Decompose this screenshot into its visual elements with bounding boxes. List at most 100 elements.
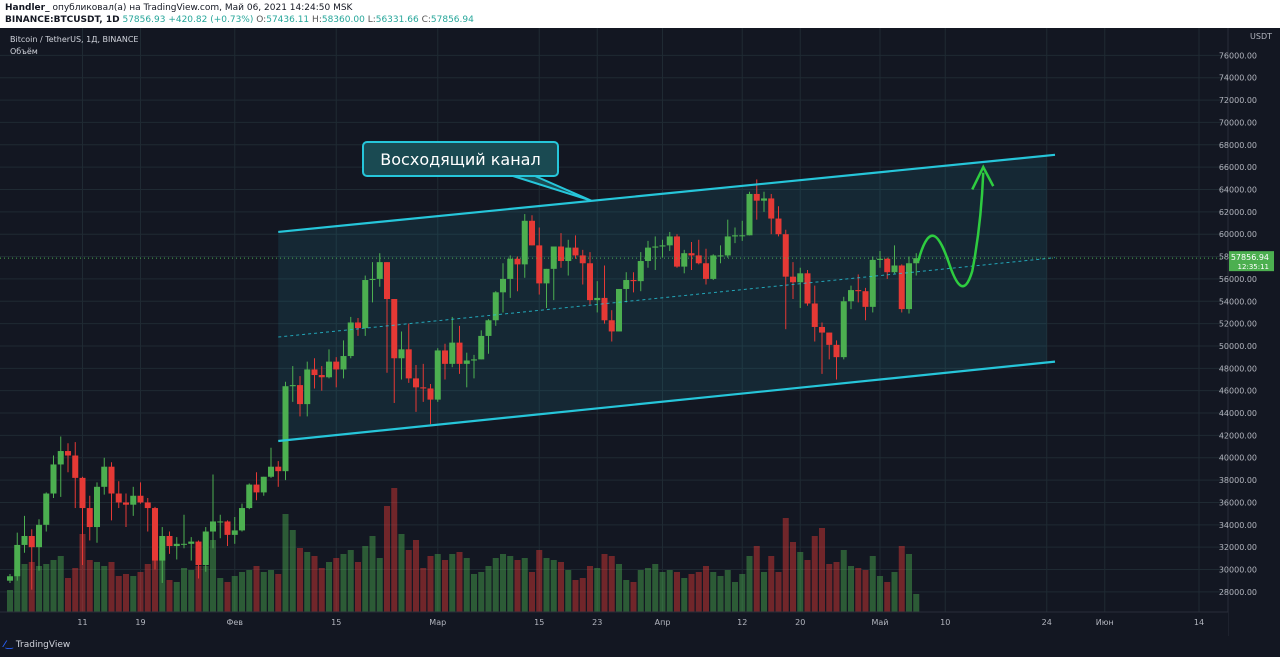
candle-body bbox=[753, 193, 760, 201]
candle-body bbox=[108, 466, 115, 494]
candle bbox=[311, 358, 318, 389]
candle-body bbox=[674, 236, 680, 267]
volume-bar bbox=[775, 572, 782, 612]
volume-bar bbox=[797, 552, 804, 612]
volume-bar bbox=[434, 554, 441, 612]
candle-body bbox=[666, 236, 673, 246]
volume-bar bbox=[398, 534, 405, 612]
volume-bar bbox=[492, 558, 499, 612]
candle-body bbox=[449, 342, 456, 364]
volume-bar bbox=[579, 578, 586, 612]
candle bbox=[913, 253, 920, 276]
candle-body bbox=[326, 361, 332, 378]
candle-body bbox=[645, 247, 651, 262]
candle-body bbox=[652, 246, 659, 248]
candle bbox=[50, 455, 57, 498]
price-tick-label: 66000.00 bbox=[1219, 163, 1257, 172]
volume-bar bbox=[115, 576, 122, 612]
price-tick-label: 54000.00 bbox=[1219, 297, 1257, 306]
price-tick-label: 34000.00 bbox=[1219, 521, 1257, 530]
volume-bar bbox=[166, 580, 173, 612]
price-tick-label: 74000.00 bbox=[1219, 74, 1257, 83]
candle bbox=[362, 275, 369, 336]
symbol-label: BINANCE:BTCUSDT, 1D bbox=[5, 15, 120, 25]
candle bbox=[420, 363, 427, 402]
candle bbox=[398, 331, 405, 380]
volume-bar bbox=[782, 518, 789, 612]
legend-symbol: Bitcoin / TetherUS, 1Д, BINANCE bbox=[10, 35, 138, 44]
volume-bar bbox=[362, 546, 369, 612]
candle-body bbox=[318, 375, 325, 378]
candle-body bbox=[79, 477, 86, 509]
candle bbox=[14, 532, 21, 581]
candle-body bbox=[724, 236, 731, 256]
price-chart[interactable]: Восходящий канал 28000.00 30000.00 32000.00… bbox=[0, 28, 1280, 636]
candle bbox=[369, 262, 376, 303]
price-tick-label: 62000.00 bbox=[1219, 208, 1257, 217]
volume-bar bbox=[144, 564, 151, 612]
candle bbox=[811, 285, 818, 342]
price-tick-label: 48000.00 bbox=[1219, 364, 1257, 373]
candle-body bbox=[420, 387, 427, 389]
tradingview-logo[interactable]: ⁄‿ TradingView bbox=[4, 640, 70, 650]
volume-bar bbox=[217, 578, 224, 612]
candle-body bbox=[282, 386, 289, 472]
candle bbox=[703, 248, 709, 285]
volume-bar bbox=[659, 572, 666, 612]
candle-body bbox=[253, 484, 260, 493]
candle-body bbox=[790, 276, 796, 283]
candle bbox=[188, 537, 195, 561]
author-name[interactable]: Handler_ bbox=[5, 3, 50, 13]
candle-body bbox=[913, 258, 920, 264]
candle bbox=[181, 514, 187, 549]
volume-bar bbox=[210, 540, 216, 612]
candle bbox=[746, 191, 753, 236]
candle bbox=[724, 219, 731, 258]
forecast-arrowhead bbox=[971, 164, 995, 191]
price-tick-label: 56000.00 bbox=[1219, 275, 1257, 284]
volume-bar bbox=[405, 550, 412, 612]
volume-bar bbox=[724, 570, 731, 612]
candle-body bbox=[456, 342, 463, 364]
candle-body bbox=[478, 335, 485, 360]
candle bbox=[449, 316, 456, 368]
volume-bar bbox=[478, 572, 485, 612]
candle-body bbox=[906, 263, 912, 310]
volume-bar bbox=[108, 562, 115, 612]
candle bbox=[840, 296, 847, 360]
volume-bar bbox=[507, 556, 514, 612]
volume-bar bbox=[188, 570, 195, 612]
candle-body bbox=[703, 263, 709, 279]
candle-body bbox=[413, 378, 419, 388]
candle-body bbox=[594, 297, 601, 301]
candle-body bbox=[782, 234, 789, 277]
candle bbox=[797, 267, 804, 308]
volume-bar bbox=[811, 536, 818, 612]
candle-body bbox=[398, 349, 405, 359]
candle-body bbox=[268, 466, 274, 477]
candle bbox=[152, 506, 158, 570]
volume-bar bbox=[703, 566, 709, 612]
volume-bar bbox=[884, 582, 891, 612]
candle-body bbox=[36, 524, 42, 548]
volume-bar bbox=[666, 570, 673, 612]
volume-bar bbox=[449, 554, 456, 612]
candle bbox=[123, 493, 129, 528]
candle-body bbox=[695, 255, 702, 264]
candle bbox=[72, 442, 79, 509]
candle-body bbox=[732, 235, 738, 237]
channel-lower-line bbox=[278, 360, 1056, 443]
price-tick-label: 52000.00 bbox=[1219, 320, 1257, 329]
volume-bar bbox=[862, 570, 869, 612]
volume-bar bbox=[289, 530, 296, 612]
candle bbox=[275, 461, 282, 487]
callout-pointer bbox=[512, 175, 592, 202]
candle bbox=[115, 481, 122, 509]
price-tick-label: 44000.00 bbox=[1219, 409, 1257, 418]
candle-body bbox=[543, 268, 550, 284]
price-tick-label: 46000.00 bbox=[1219, 387, 1257, 396]
volume-bar bbox=[79, 534, 86, 612]
volume-bar bbox=[130, 576, 137, 612]
candle bbox=[906, 256, 912, 314]
candle bbox=[877, 250, 883, 268]
